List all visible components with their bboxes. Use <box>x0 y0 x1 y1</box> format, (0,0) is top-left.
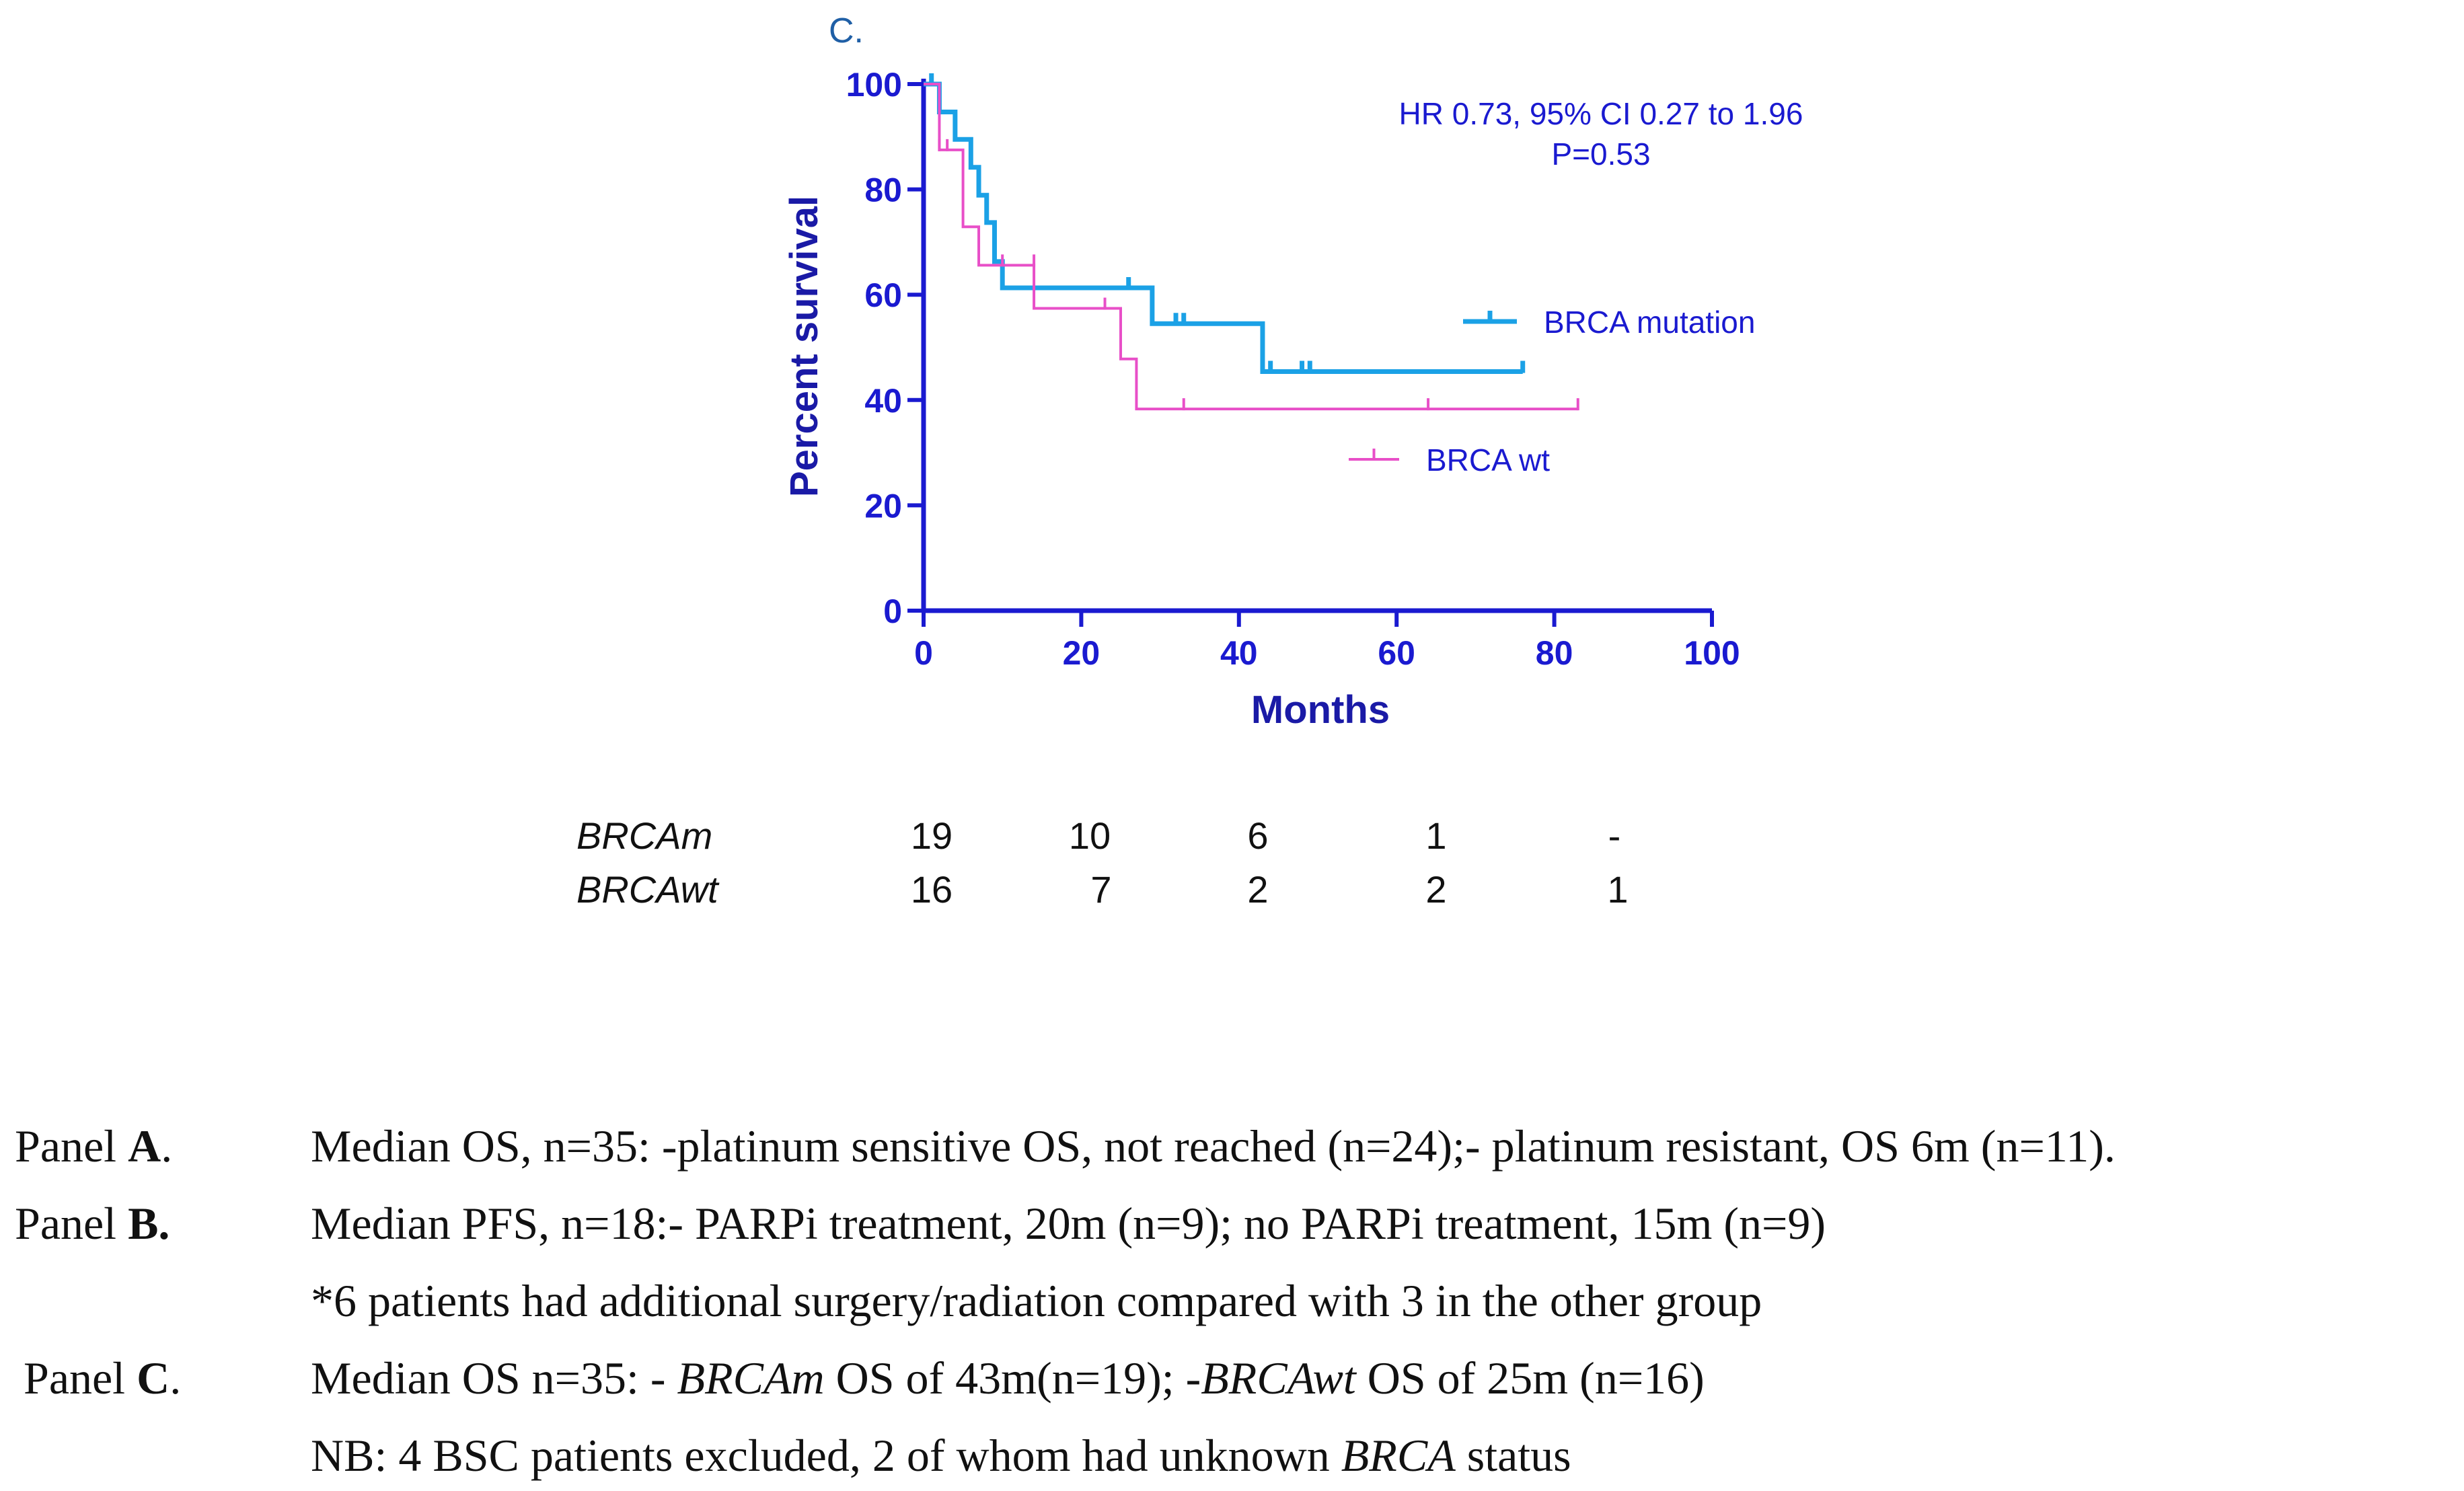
caption-text: Median OS, n=35: -platinum sensitive OS,… <box>311 1120 2116 1172</box>
caption-text: *6 patients had additional surgery/radia… <box>311 1275 1762 1326</box>
risk-count: - <box>1608 814 1621 857</box>
hr-annotation: HR 0.73, 95% CI 0.27 to 1.96 <box>1399 96 1803 131</box>
x-tick-label: 20 <box>1063 634 1100 672</box>
risk-row-label: BRCAwt <box>576 868 718 911</box>
caption-row: *6 patients had additional surgery/radia… <box>0 1274 2464 1335</box>
legend-label: BRCA mutation <box>1544 305 1755 340</box>
risk-count: 19 <box>910 814 953 857</box>
x-axis-label: Months <box>1251 688 1390 732</box>
risk-count: 1 <box>1425 814 1447 857</box>
caption-row: Panel C. Median OS n=35: - BRCAm OS of 43… <box>0 1352 2464 1412</box>
legend: BRCA mutation BRCA wt <box>1349 305 1755 477</box>
y-tick-label: 0 <box>883 592 902 630</box>
x-tick-label: 100 <box>1684 634 1740 672</box>
axes: 0 20 40 60 80 100 0 20 40 60 80 100 <box>846 66 1740 672</box>
risk-count: 7 <box>1090 868 1112 911</box>
caption-text: NB: 4 BSC patients excluded, 2 of whom h… <box>311 1430 1571 1481</box>
x-tick-label: 0 <box>914 634 933 672</box>
y-tick-label: 20 <box>864 487 902 525</box>
risk-count: 6 <box>1247 814 1269 857</box>
legend-label: BRCA wt <box>1426 443 1550 477</box>
y-tick-label: 80 <box>864 171 902 209</box>
series-layer <box>924 73 1579 411</box>
risk-count: 1 <box>1607 868 1629 911</box>
risk-count: 10 <box>1068 814 1111 857</box>
panel-label: C. <box>829 11 864 50</box>
risk-count: 16 <box>910 868 953 911</box>
caption-text: Median PFS, n=18:- PARPi treatment, 20m … <box>311 1198 1826 1249</box>
p-value-annotation: P=0.53 <box>1551 137 1650 171</box>
y-tick-label: 40 <box>864 382 902 420</box>
risk-count: 2 <box>1425 868 1447 911</box>
y-axis-label: Percent survival <box>782 196 826 497</box>
caption-panel-label: Panel A. <box>15 1120 173 1172</box>
risk-row-label: BRCAm <box>576 814 713 857</box>
series-line-brca-wt <box>924 83 1578 411</box>
caption-row: Panel A. Median OS, n=35: -platinum sensi… <box>0 1120 2464 1180</box>
risk-count: 2 <box>1247 868 1269 911</box>
caption-panel-label: Panel B. <box>15 1198 170 1249</box>
caption-panel-label: Panel C. <box>24 1352 182 1404</box>
x-tick-label: 60 <box>1378 634 1415 672</box>
caption-row: NB: 4 BSC patients excluded, 2 of whom h… <box>0 1429 2464 1490</box>
caption-text: Median OS n=35: - BRCAm OS of 43m(n=19);… <box>311 1352 1705 1404</box>
x-tick-label: 80 <box>1536 634 1573 672</box>
y-tick-label: 60 <box>864 276 902 314</box>
x-tick-label: 40 <box>1220 634 1258 672</box>
series-line-brca-mutation <box>924 81 1523 375</box>
caption-row: Panel B. Median PFS, n=18:- PARPi treatme… <box>0 1197 2464 1258</box>
y-tick-label: 100 <box>846 66 902 104</box>
